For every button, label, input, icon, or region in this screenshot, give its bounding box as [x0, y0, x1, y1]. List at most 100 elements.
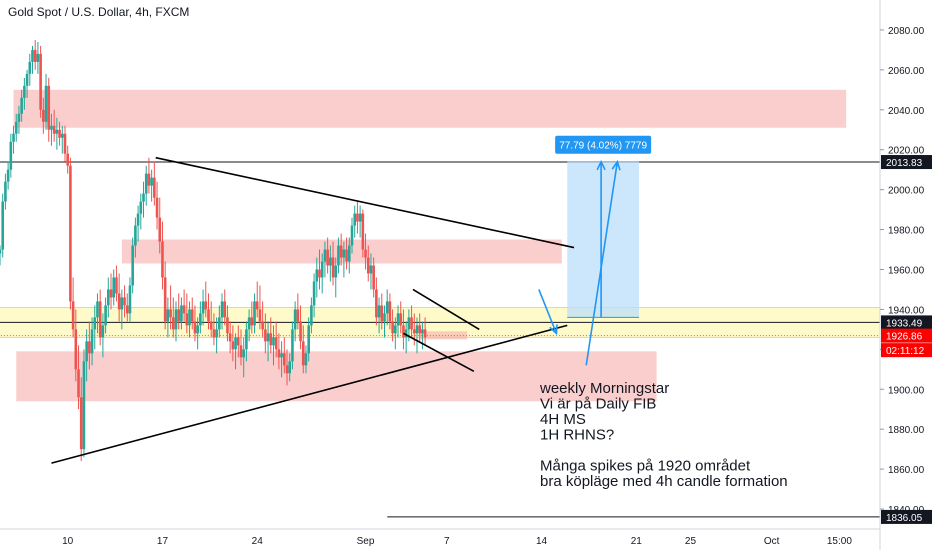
- candle-body: [177, 309, 181, 322]
- candle-body: [44, 85, 48, 122]
- candle-body: [410, 317, 413, 330]
- candle-body: [331, 257, 335, 278]
- price-tick-label: 2060.00: [888, 66, 925, 77]
- candle-body: [215, 329, 218, 338]
- candle-body: [323, 249, 327, 262]
- candle-body: [112, 277, 116, 298]
- time-tick-label: 17: [157, 536, 169, 547]
- candle-127: [342, 241, 346, 278]
- price-label: 2013.83: [886, 158, 923, 169]
- candle-body: [383, 313, 386, 322]
- candle-148: [399, 301, 403, 334]
- candle-body: [388, 301, 392, 322]
- candle-21: [55, 117, 59, 150]
- candle-body: [85, 341, 88, 362]
- candle-13: [33, 39, 37, 70]
- candle-68: [182, 289, 186, 322]
- candles-layer: [0, 39, 427, 462]
- candle-body: [242, 349, 245, 358]
- candle-body: [171, 317, 175, 330]
- candle-125: [337, 237, 340, 274]
- annotation-line: weekly Morningstar: [539, 380, 669, 397]
- candle-body: [1, 201, 5, 250]
- candle-83: [223, 289, 227, 326]
- candle-7: [17, 105, 21, 134]
- candle-body: [304, 353, 308, 366]
- candle-body: [366, 257, 370, 274]
- candle-48: [128, 277, 132, 322]
- candle-body: [63, 133, 67, 154]
- candle-37: [98, 289, 102, 346]
- candle-body: [207, 309, 210, 322]
- candle-body: [347, 245, 351, 262]
- candle-67: [180, 297, 183, 330]
- price-tick-label: 1940.00: [888, 305, 925, 316]
- candle-69: [185, 293, 189, 334]
- candle-14: [36, 41, 40, 74]
- candle-body: [107, 289, 110, 306]
- candle-body: [144, 173, 148, 194]
- candle-body: [147, 173, 151, 186]
- candle-149: [402, 309, 405, 350]
- candle-16: [42, 97, 45, 134]
- candle-body: [228, 333, 232, 342]
- candle-88: [236, 325, 240, 358]
- candle-body: [204, 301, 208, 310]
- candle-body: [79, 397, 83, 450]
- time-axis[interactable]: 10 17 24 Sep 7 14 21 25 Oct 15:00: [0, 528, 880, 547]
- price-axis[interactable]: 2080.00 2060.00 2040.00 2020.00 2000.00 1980.…: [879, 0, 932, 550]
- trendline-1: [51, 324, 568, 464]
- candle-body: [4, 181, 7, 202]
- candle-body: [153, 177, 156, 198]
- candle-25: [66, 145, 69, 174]
- candle-body: [218, 317, 221, 330]
- candle-18: [47, 77, 51, 142]
- horizontal-lines-layer: [0, 161, 880, 518]
- candle-116: [312, 273, 316, 318]
- trendline-0: [155, 156, 575, 249]
- candle-body: [42, 109, 45, 122]
- candle-body: [296, 309, 300, 322]
- candle-body: [377, 305, 381, 318]
- position-box: [567, 161, 640, 318]
- candle-92: [247, 309, 251, 342]
- time-tick-label: Oct: [764, 536, 780, 547]
- candle-body: [109, 289, 113, 298]
- candle-body: [318, 269, 321, 278]
- candle-body: [158, 217, 162, 242]
- candle-body: [104, 305, 107, 326]
- time-tick-label: 15:00: [827, 536, 852, 547]
- annotation-line: 4H MS: [540, 411, 586, 428]
- position-label: 77.79 (4.02%) 7779: [559, 141, 647, 152]
- candle-103: [277, 333, 281, 370]
- candle-45: [120, 289, 124, 330]
- candle-140: [377, 297, 381, 334]
- candle-95: [255, 281, 259, 318]
- time-tick-label: 25: [685, 536, 697, 547]
- candle-body: [245, 329, 248, 350]
- candle-144: [388, 293, 392, 330]
- candle-body: [36, 53, 40, 62]
- candle-89: [239, 329, 243, 366]
- candle-body: [134, 225, 137, 246]
- candle-body: [361, 213, 365, 250]
- candle-body: [272, 337, 275, 346]
- candle-91: [245, 321, 248, 362]
- time-tick-label: 14: [536, 536, 548, 547]
- candle-17: [44, 73, 48, 130]
- candle-body: [136, 213, 140, 226]
- candle-body: [39, 53, 42, 110]
- candle-body: [391, 321, 394, 334]
- candle-63: [169, 285, 172, 330]
- candle-body: [307, 325, 310, 354]
- price-tick-label: 2000.00: [888, 186, 925, 197]
- candle-104: [280, 341, 283, 378]
- candle-96: [258, 285, 262, 330]
- candle-94: [253, 293, 256, 334]
- candle-52: [139, 193, 143, 230]
- candle-147: [396, 305, 400, 338]
- chart-title: Gold Spot / U.S. Dollar, 4h, FXCM: [8, 5, 189, 19]
